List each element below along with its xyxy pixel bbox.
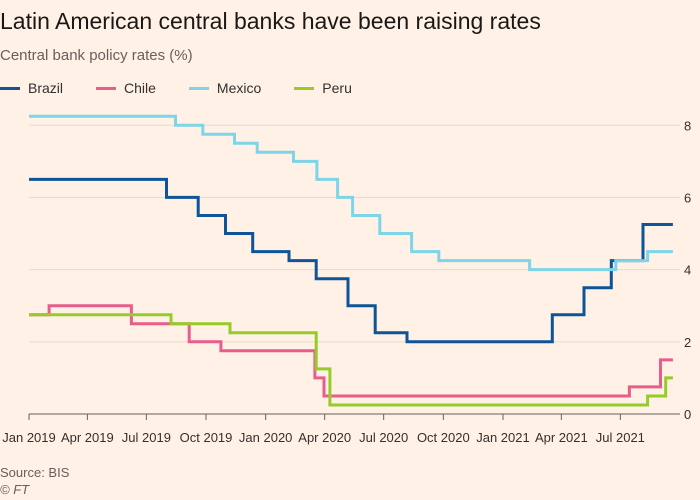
- grid-layer: [29, 124, 680, 415]
- x-tick-label: Oct 2019: [180, 430, 233, 445]
- legend-label-chile: Chile: [124, 80, 156, 96]
- legend-swatch-chile: [96, 86, 117, 90]
- y-tick-label: 8: [684, 118, 691, 133]
- y-tick-label: 2: [684, 335, 691, 350]
- series-line-chile: [29, 304, 673, 398]
- x-tick-label: Jul 2021: [596, 430, 645, 445]
- legend-label-mexico: Mexico: [216, 80, 262, 96]
- x-axis: Jan 2019 Apr 2019 Jul 2019 Oct 2019 Jan 2020…: [2, 414, 645, 445]
- legend-label-peru: Peru: [322, 80, 352, 96]
- legend-swatch-brazil: [0, 86, 20, 90]
- legend: Brazil Chile Mexico Peru: [0, 78, 385, 98]
- series-line-peru: [29, 313, 673, 407]
- y-tick-label: 4: [684, 263, 691, 278]
- chart-subtitle: Central bank policy rates (%): [0, 47, 193, 64]
- legend-item-mexico: Mexico: [188, 80, 262, 96]
- source-note: Source: BIS: [0, 465, 70, 480]
- legend-item-brazil: Brazil: [0, 80, 63, 96]
- x-tick-label: Oct 2020: [417, 430, 470, 445]
- series-layer: [29, 114, 673, 407]
- series-line-mexico: [29, 114, 673, 272]
- x-tick-label: Jan 2021: [476, 430, 530, 445]
- line-chart: Jan 2019 Apr 2019 Jul 2019 Oct 2019 Jan 2020…: [2, 114, 691, 445]
- x-tick-label: Apr 2019: [61, 430, 114, 445]
- legend-item-peru: Peru: [294, 80, 352, 96]
- y-tick-label: 6: [684, 190, 691, 205]
- x-tick-label: Apr 2021: [535, 430, 588, 445]
- series-line-brazil: [29, 177, 673, 344]
- legend-label-brazil: Brazil: [28, 80, 64, 96]
- legend-swatch-mexico: [188, 86, 209, 90]
- copyright-note: © FT: [0, 482, 30, 497]
- legend-swatch-peru: [294, 86, 315, 90]
- x-tick-label: Jul 2019: [122, 430, 171, 445]
- y-axis: 0 2 4 6 8: [684, 118, 691, 422]
- y-tick-label: 0: [684, 407, 691, 422]
- legend-item-chile: Chile: [96, 80, 156, 96]
- chart-title: Latin American central banks have been r…: [0, 8, 541, 34]
- x-tick-label: Jan 2019: [2, 430, 56, 445]
- x-tick-label: Jul 2020: [359, 430, 408, 445]
- x-tick-label: Jan 2020: [239, 430, 293, 445]
- x-tick-label: Apr 2020: [298, 430, 351, 445]
